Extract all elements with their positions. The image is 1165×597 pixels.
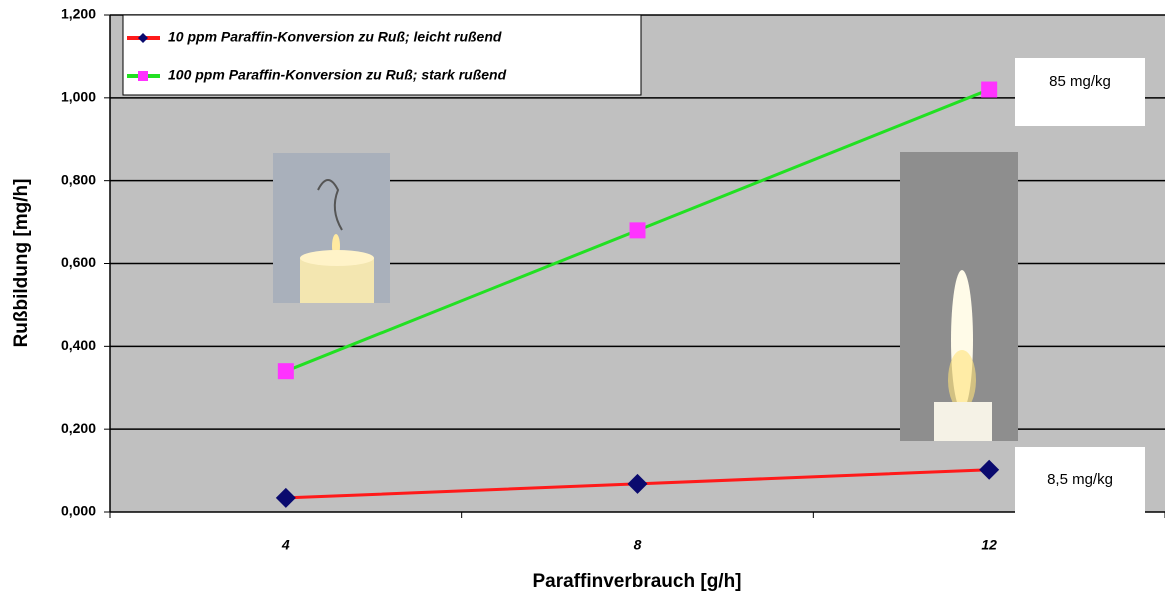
y-axis-title: Rußbildung [mg/h]	[11, 179, 32, 348]
x-axis-title: Paraffinverbrauch [g/h]	[532, 571, 741, 592]
annotation-8-5: 8,5 mg/kg	[1015, 447, 1145, 515]
y-tick-label: 0,800	[61, 171, 96, 187]
photo-sooty-candle	[273, 153, 390, 303]
chart: Rußbildung [mg/h] Paraffinverbrauch [g/h…	[0, 0, 1165, 597]
y-tick-label: 0,600	[61, 254, 96, 270]
marker	[981, 82, 997, 98]
annotation: 85 mg/kg	[1049, 73, 1111, 90]
legend-marker	[138, 71, 148, 81]
y-tick-label: 0,000	[61, 503, 96, 519]
marker	[630, 222, 646, 238]
x-tick-label: 12	[981, 537, 997, 553]
x-tick-label: 4	[281, 537, 290, 553]
x-tick-label: 8	[634, 537, 642, 553]
y-tick-label: 1,200	[61, 6, 96, 22]
y-tick-label: 1,000	[61, 89, 96, 105]
legend-label: 10 ppm Paraffin-Konversion zu Ruß; leich…	[168, 29, 502, 45]
annotation: 8,5 mg/kg	[1047, 471, 1113, 488]
y-tick-label: 0,200	[61, 420, 96, 436]
annotation-85: 85 mg/kg	[1015, 58, 1145, 126]
y-tick-label: 0,400	[61, 337, 96, 353]
legend-label: 100 ppm Paraffin-Konversion zu Ruß; star…	[168, 67, 507, 83]
photo-clean-candle	[900, 152, 1018, 441]
legend: 10 ppm Paraffin-Konversion zu Ruß; leich…	[123, 15, 641, 95]
marker	[278, 363, 294, 379]
